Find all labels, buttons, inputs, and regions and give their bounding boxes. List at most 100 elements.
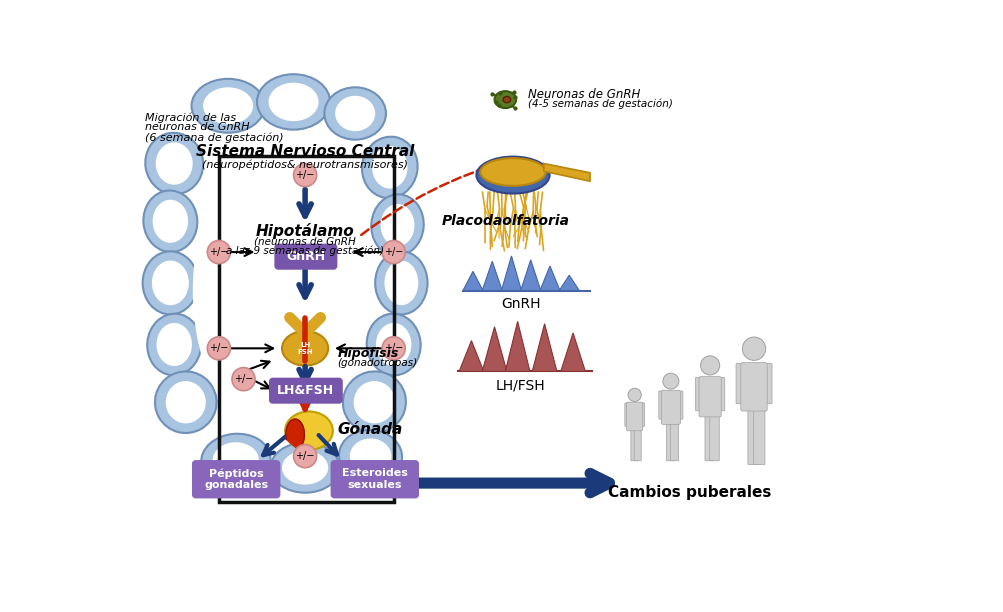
Text: Hipotálamo: Hipotálamo <box>256 223 354 239</box>
Ellipse shape <box>142 252 198 315</box>
Text: Sistema Nervioso Central: Sistema Nervioso Central <box>196 144 414 160</box>
Ellipse shape <box>152 200 188 243</box>
FancyBboxPatch shape <box>717 378 724 411</box>
Polygon shape <box>521 259 541 291</box>
FancyBboxPatch shape <box>661 390 680 424</box>
Ellipse shape <box>353 381 395 424</box>
Ellipse shape <box>343 371 405 433</box>
FancyBboxPatch shape <box>747 409 758 465</box>
FancyBboxPatch shape <box>624 403 630 427</box>
Circle shape <box>382 241 405 264</box>
FancyBboxPatch shape <box>698 376 720 417</box>
Ellipse shape <box>158 121 397 491</box>
FancyBboxPatch shape <box>666 422 674 461</box>
Circle shape <box>700 356 719 375</box>
Ellipse shape <box>270 442 339 493</box>
Ellipse shape <box>145 133 203 194</box>
Ellipse shape <box>151 261 189 305</box>
FancyBboxPatch shape <box>762 364 771 404</box>
Polygon shape <box>458 341 483 371</box>
Text: (neuronas de GnRH: (neuronas de GnRH <box>254 236 356 246</box>
Text: GnRH: GnRH <box>500 297 540 312</box>
Text: Péptidos
gonadales: Péptidos gonadales <box>204 468 268 490</box>
FancyBboxPatch shape <box>275 244 336 269</box>
Ellipse shape <box>375 252 427 315</box>
Ellipse shape <box>203 88 253 124</box>
Ellipse shape <box>213 442 259 478</box>
Circle shape <box>293 163 316 187</box>
Polygon shape <box>540 266 560 291</box>
FancyBboxPatch shape <box>704 414 714 461</box>
FancyBboxPatch shape <box>638 403 644 427</box>
Text: GnRH: GnRH <box>286 250 325 263</box>
Ellipse shape <box>366 314 420 375</box>
FancyBboxPatch shape <box>630 428 637 461</box>
Ellipse shape <box>372 146 407 188</box>
Ellipse shape <box>201 434 270 487</box>
Ellipse shape <box>362 136 417 198</box>
Text: +/−: +/− <box>383 247 403 257</box>
FancyBboxPatch shape <box>193 461 280 498</box>
Text: Placodaolfatoria: Placodaolfatoria <box>441 214 569 228</box>
FancyBboxPatch shape <box>740 363 766 411</box>
Ellipse shape <box>154 371 217 433</box>
Text: Esteroides
sexuales: Esteroides sexuales <box>341 468 407 490</box>
Text: (neuropéptidos& neurotransmisores): (neuropéptidos& neurotransmisores) <box>202 159 407 170</box>
Text: +/−: +/− <box>383 343 403 353</box>
Circle shape <box>382 337 405 360</box>
Ellipse shape <box>371 195 423 256</box>
Polygon shape <box>559 275 579 291</box>
FancyBboxPatch shape <box>753 409 764 465</box>
Ellipse shape <box>192 79 265 133</box>
FancyBboxPatch shape <box>670 422 678 461</box>
Ellipse shape <box>165 381 206 424</box>
FancyBboxPatch shape <box>676 391 682 419</box>
Ellipse shape <box>339 430 401 482</box>
Polygon shape <box>505 321 530 371</box>
FancyBboxPatch shape <box>331 461 418 498</box>
Ellipse shape <box>143 190 198 252</box>
Circle shape <box>207 241 231 264</box>
Ellipse shape <box>257 74 330 130</box>
FancyBboxPatch shape <box>709 414 718 461</box>
Ellipse shape <box>194 144 362 437</box>
Text: +/−: +/− <box>209 247 229 257</box>
Text: Gónada: Gónada <box>337 422 402 437</box>
Polygon shape <box>481 261 502 291</box>
FancyBboxPatch shape <box>634 428 641 461</box>
FancyBboxPatch shape <box>658 391 665 419</box>
FancyBboxPatch shape <box>270 378 342 403</box>
Ellipse shape <box>324 88 385 140</box>
Ellipse shape <box>155 143 193 185</box>
Ellipse shape <box>503 97 511 103</box>
Text: +/−: +/− <box>295 451 315 461</box>
Ellipse shape <box>335 95 375 131</box>
Text: LH
FSH: LH FSH <box>297 342 313 355</box>
Polygon shape <box>481 327 507 371</box>
FancyBboxPatch shape <box>626 402 642 431</box>
Circle shape <box>232 368 255 390</box>
Ellipse shape <box>494 91 516 108</box>
Polygon shape <box>561 333 585 371</box>
Circle shape <box>207 337 231 360</box>
Circle shape <box>741 337 765 360</box>
Bar <box>219 156 393 502</box>
Text: Migración de las: Migración de las <box>144 112 236 122</box>
Ellipse shape <box>384 261 418 305</box>
Text: LH/FSH: LH/FSH <box>495 378 545 392</box>
Text: Cambios puberales: Cambios puberales <box>608 485 771 500</box>
Text: neuronas de GnRH: neuronas de GnRH <box>144 122 250 132</box>
Ellipse shape <box>375 323 411 366</box>
Text: +/−: +/− <box>295 170 315 180</box>
Text: (4-5 semanas de gestación): (4-5 semanas de gestación) <box>528 99 673 110</box>
Text: Hipófisis: Hipófisis <box>337 347 398 360</box>
Polygon shape <box>462 271 482 291</box>
Text: LH&FSH: LH&FSH <box>277 384 334 397</box>
Circle shape <box>293 444 316 468</box>
Text: +/−: +/− <box>234 374 253 384</box>
Text: Neuronas de GnRH: Neuronas de GnRH <box>528 88 640 101</box>
Ellipse shape <box>156 323 192 366</box>
Ellipse shape <box>282 331 328 365</box>
Polygon shape <box>532 324 557 371</box>
Circle shape <box>628 388 641 401</box>
